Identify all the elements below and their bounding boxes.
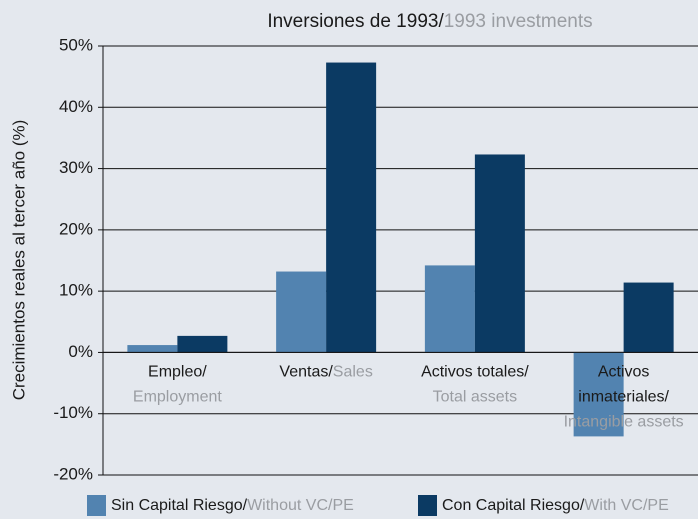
- legend-name-en: Without VC/PE: [247, 497, 354, 514]
- legend-swatch: [418, 495, 437, 516]
- y-tick-label: -10%: [53, 403, 93, 422]
- bar: [127, 345, 178, 353]
- x-tick-label: Ventas/Sales: [279, 364, 372, 381]
- title-en: 1993 investments: [444, 11, 593, 32]
- legend-label: Con Capital Riesgo/With VC/PE: [442, 497, 669, 514]
- category-es: Ventas/: [279, 364, 333, 381]
- x-tick-label: Empleo/: [148, 364, 207, 381]
- bar: [623, 282, 674, 353]
- bar: [474, 154, 525, 353]
- chart-title: Inversiones de 1993/1993 investments: [267, 11, 592, 32]
- x-tick-label-en: Intangible assets: [564, 414, 684, 431]
- legend-swatch: [87, 495, 106, 516]
- bar: [424, 265, 475, 353]
- y-tick-label: 20%: [59, 219, 93, 238]
- x-tick-label-en: Total assets: [433, 389, 517, 406]
- x-tick-label: inmateriales/: [578, 389, 669, 406]
- y-tick-label: 50%: [59, 35, 93, 54]
- y-tick-label: -20%: [53, 464, 93, 483]
- y-tick-label: 30%: [59, 158, 93, 177]
- x-tick-label-en: Employment: [133, 389, 222, 406]
- legend-name: Con Capital Riesgo/: [442, 497, 585, 514]
- category-en: Sales: [333, 364, 373, 381]
- bar: [573, 352, 624, 437]
- y-tick-label: 0%: [68, 342, 93, 361]
- bar: [276, 271, 327, 353]
- y-tick-label: 40%: [59, 97, 93, 116]
- x-tick-label: Activos: [598, 364, 650, 381]
- title-es: Inversiones de 1993/: [267, 11, 444, 32]
- legend-name: Sin Capital Riesgo/: [111, 497, 248, 514]
- legend-label: Sin Capital Riesgo/Without VC/PE: [111, 497, 354, 514]
- legend-name-en: With VC/PE: [584, 497, 668, 514]
- y-tick-label: 10%: [59, 281, 93, 300]
- bar: [326, 62, 377, 353]
- y-axis-label: Crecimientos reales al tercer año (%): [9, 120, 28, 401]
- bar: [177, 335, 228, 353]
- x-tick-label: Activos totales/: [421, 364, 529, 381]
